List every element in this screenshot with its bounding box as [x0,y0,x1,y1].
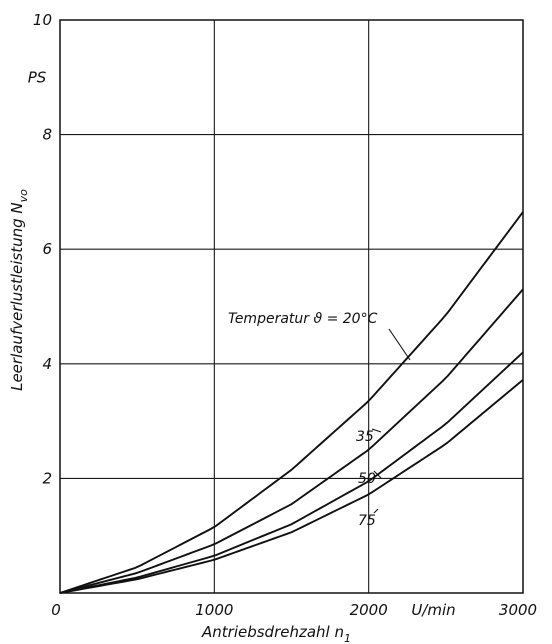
curve-label: 50 [358,471,376,487]
curve-labels: Temperatur ϑ = 20°C 35 50 75 [228,311,411,529]
curve-label-leader [371,428,382,433]
x-tick-label: 2000 [350,601,388,619]
curve-label: 35 [356,429,374,445]
curve-label: 75 [358,513,376,529]
plot-frame [59,19,524,594]
y-tick-label: 10 [33,11,52,29]
y-unit-label: PS [28,68,47,86]
curves [59,211,524,594]
x-tick-label: 3000 [499,601,537,619]
curve-series-3 [59,351,524,594]
x-axis-title: Antriebsdrehzahl n1 [201,623,351,644]
grid [60,20,523,593]
curve-label: Temperatur ϑ = 20°C [228,311,378,327]
x-axis-title-subscript: 1 [344,632,351,644]
curve-series-1 [59,211,524,594]
y-tick-label: 8 [42,126,52,144]
x-tick-label: 1000 [195,601,233,619]
x-tick-labels: 0 1000 2000 3000 [51,601,537,619]
y-axis-title-main: Leerlaufverlustleistung N [8,202,26,391]
x-tick-label: 0 [51,601,61,619]
curve-label-leader [388,328,411,361]
x-unit-label: U/min [411,601,455,619]
curve-label-leader [373,508,379,514]
curve-label-leader [373,470,382,479]
y-tick-label: 6 [42,240,52,258]
y-tick-labels: 2 4 6 8 10 [33,11,52,487]
x-axis-title-main: Antriebsdrehzahl n [201,623,344,641]
curve-series-4 [59,379,524,594]
curve-series-2 [59,288,524,594]
y-axis-title-subscript: vo [17,189,30,203]
y-tick-label: 2 [42,469,52,487]
y-tick-label: 4 [42,355,52,373]
y-axis-title: Leerlaufverlustleistung Nvo [8,189,30,391]
